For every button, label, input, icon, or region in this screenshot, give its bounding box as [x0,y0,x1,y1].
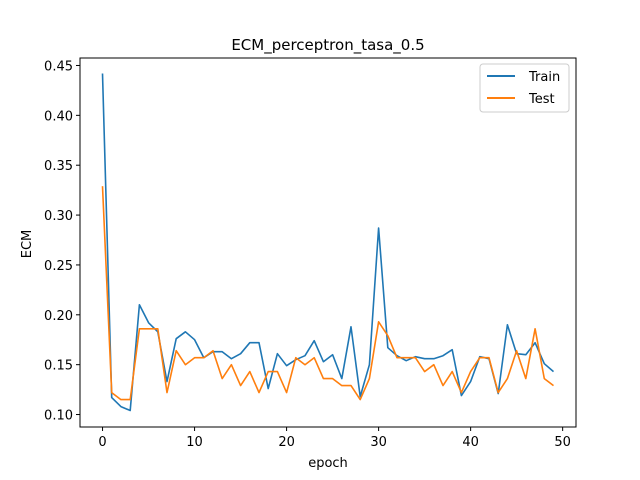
x-tick-label: 20 [278,435,295,450]
y-tick-label: 0.25 [44,259,73,274]
y-tick-label: 0.20 [44,309,73,324]
y-tick-label: 0.15 [44,359,73,374]
y-tick-label: 0.45 [44,59,73,74]
x-tick-label: 0 [98,435,106,450]
series-line-test [101,186,554,401]
y-tick-label: 0.10 [44,409,73,424]
x-axis-ticks: 0 10 20 30 40 50 [98,427,571,450]
y-tick-label: 0.30 [44,209,73,224]
legend: Train Test [479,63,570,113]
y-tick-label: 0.35 [44,159,73,174]
y-tick-label: 0.40 [44,109,73,124]
x-tick-label: 40 [462,435,479,450]
plot-lines [101,73,555,412]
plot-frame [79,57,577,428]
y-axis-label: ECM [20,230,35,259]
x-axis-label: epoch [308,456,348,471]
x-tick-label: 50 [554,435,571,450]
y-axis-ticks: 0.10 0.15 0.20 0.25 0.30 0.35 0.40 0.45 [44,59,80,424]
x-tick-label: 10 [186,435,203,450]
legend-label-test: Test [528,92,555,107]
legend-label-train: Train [528,70,560,85]
x-tick-label: 30 [370,435,387,450]
chart-title: ECM_perceptron_tasa_0.5 [231,36,424,55]
